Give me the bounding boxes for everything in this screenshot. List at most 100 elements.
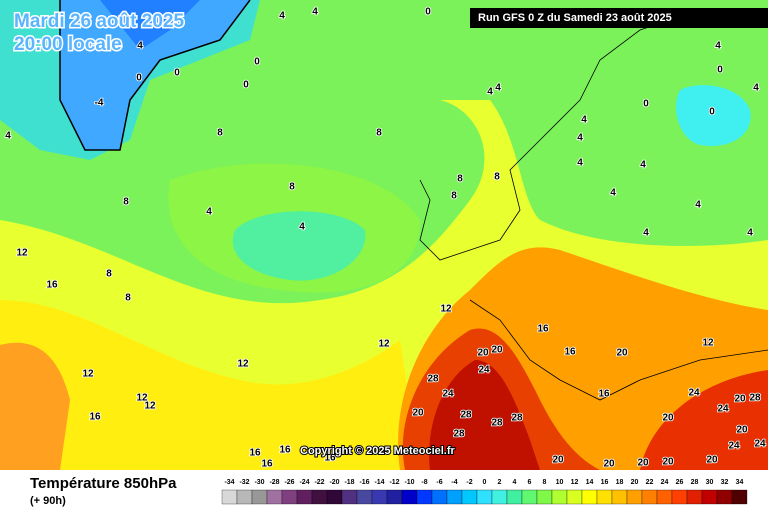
legend-label: 14 [586,479,594,486]
contour-label: 20 [603,459,615,470]
contour-label: 20 [552,455,564,466]
contour-label: 12 [82,369,94,380]
contour-label: 16 [537,324,549,335]
contour-label: 4 [495,83,501,94]
legend-swatch [341,489,358,505]
contour-label: 4 [299,222,305,233]
legend-label: -18 [344,479,354,486]
contour-label: 0 [717,65,723,76]
legend-label: 0 [483,479,487,486]
contour-label: 0 [136,73,142,84]
contour-label: 16 [564,347,576,358]
contour-label: 20 [616,348,628,359]
legend-swatch [461,489,478,505]
isotherm-m4 [100,0,200,50]
contour-label: 4 [747,228,753,239]
contour-label: 16 [46,280,58,291]
legend-swatch [401,489,418,505]
legend-label: 2 [498,479,502,486]
contour-label: -4 [95,98,104,109]
contour-label: 4 [610,188,616,199]
legend-swatch [491,489,508,505]
run-box [470,8,768,28]
legend-swatch [371,489,388,505]
contour-label: 12 [144,401,156,412]
legend-label: 8 [543,479,547,486]
contour-label: 8 [125,293,131,304]
legend: -34 -32 -30 -28 -26 -24 -22 -20 -18 -16 -14 -12 -10-… [221,479,748,505]
contour-label: 12 [16,248,28,259]
legend-swatch [296,489,313,505]
legend-label: 34 [736,479,744,486]
contour-label: 4 [640,160,646,171]
contour-label: 20 [736,425,748,436]
legend-label: 16 [601,479,609,486]
contour-label: 4 [581,115,587,126]
coastline [419,9,701,261]
legend-swatch [731,489,748,505]
contour-label: 20 [706,455,718,466]
contour-label: 28 [749,393,761,404]
legend-swatch [536,489,553,505]
contour-label: 12 [378,339,390,350]
contour-label: 16 [279,445,291,456]
contour-label: 8 [123,197,129,208]
footer-title: Température 850hPa [30,475,177,492]
contour-label: 20 [637,458,649,469]
contour-label: 20 [412,408,424,419]
contour-label: 0 [709,107,715,118]
legend-swatch [566,489,583,505]
legend-swatch [641,489,658,505]
legend-swatch [581,489,598,505]
contour-label: 24 [478,365,490,376]
contour-label: 4 [695,200,701,211]
legend-swatch [431,489,448,505]
legend-label: 32 [721,479,729,486]
contour-label: 28 [460,410,472,421]
contour-label: 24 [754,439,766,450]
legend-label: 24 [661,479,669,486]
contour-label: 0 [254,57,260,68]
legend-label: 10 [556,479,564,486]
contour-label: 8 [217,128,223,139]
legend-swatch [326,489,343,505]
contour-label: 4 [753,83,759,94]
legend-label: -4 [451,479,457,486]
isotherm-14 [0,300,420,470]
legend-swatch [446,489,463,505]
isotherm-0-east [676,85,751,146]
contour-label: 4 [487,87,493,98]
legend-label: -8 [421,479,427,486]
contour-label: 20 [662,457,674,468]
contour-label: 8 [376,128,382,139]
legend-swatch [236,489,253,505]
contour-label: 20 [477,348,489,359]
legend-label: -20 [329,479,339,486]
contour-label: 4 [137,41,143,52]
contour-label: 4 [5,131,11,142]
contour-label: 28 [511,413,523,424]
contour-label: 20 [662,413,674,424]
legend-label: -16 [359,479,369,486]
contour-label: 16 [598,389,610,400]
contour-label: 4 [715,41,721,52]
legend-swatch [221,489,238,505]
legend-label: 4 [513,479,517,486]
contour-label: 12 [440,304,452,315]
copyright: Copyright © 2025 Meteociel.fr [300,445,456,457]
time: 20:00 locale [14,34,122,55]
legend-label: -26 [284,479,294,486]
legend-label: 18 [616,479,624,486]
contour-label: 12 [136,393,148,404]
legend-swatch [521,489,538,505]
coastline [59,0,251,151]
legend-label: -10 [404,479,414,486]
isotherm-0 [60,0,250,150]
legend-swatch [416,489,433,505]
contour-label: 16 [324,453,336,464]
isotherm-28 [429,360,540,470]
contour-label: 0 [243,80,249,91]
